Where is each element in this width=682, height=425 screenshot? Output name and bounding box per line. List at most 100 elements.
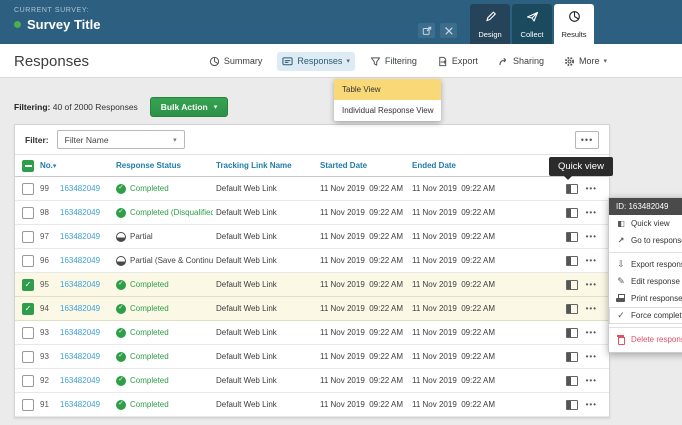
quick-view-icon[interactable]: [565, 279, 578, 290]
context-menu-items: Quick view Go to response Export response …: [609, 215, 682, 348]
quick-view-icon[interactable]: [565, 231, 578, 242]
response-id-link[interactable]: 163482049: [60, 280, 101, 289]
response-id-link[interactable]: 163482049: [60, 256, 101, 265]
response-status-cell: Completed: [113, 375, 213, 386]
dropdown-item-individual-response-view[interactable]: Individual Response View: [342, 106, 434, 115]
response-id-link[interactable]: 163482049: [60, 352, 101, 361]
column-header-tracking-link-name[interactable]: Tracking Link Name: [216, 161, 292, 170]
row-checkbox[interactable]: [22, 398, 34, 411]
nav-label: Responses: [297, 56, 343, 66]
context-menu-item-export-response-a[interactable]: Export response a: [609, 256, 682, 273]
page-title: Responses: [14, 53, 90, 70]
nav-label: Sharing: [512, 56, 544, 66]
gear-icon: [564, 56, 575, 67]
app-header: CURRENT SURVEY: Survey Title Design: [0, 0, 682, 44]
row-actions: •••: [505, 351, 609, 362]
dropdown-item-table-view[interactable]: Table View: [334, 79, 442, 100]
status-icon: [116, 279, 126, 290]
row-checkbox[interactable]: [22, 206, 34, 219]
row-checkbox[interactable]: [22, 182, 34, 195]
ended-date: 11 Nov 2019 09:22 AM: [412, 304, 496, 313]
response-id-link[interactable]: 163482049: [60, 376, 101, 385]
external-link-button[interactable]: [418, 23, 435, 38]
column-header-ended-date[interactable]: Ended Date: [412, 161, 457, 170]
response-id-link[interactable]: 163482049: [60, 184, 101, 193]
context-menu-item-delete-response[interactable]: Delete response: [609, 331, 682, 348]
tab-design[interactable]: Design: [470, 4, 510, 44]
context-menu-item-force-complete[interactable]: Force complete: [609, 307, 682, 324]
nav-label: Filtering: [384, 56, 417, 66]
row-checkbox[interactable]: [22, 230, 34, 243]
nav-item-summary[interactable]: Summary: [204, 52, 268, 71]
quick-view-icon[interactable]: [565, 183, 578, 194]
table-row: 97 163482049 Partial Default Web Link 11…: [15, 225, 609, 249]
response-id-link[interactable]: 163482049: [60, 328, 101, 337]
quick-view-icon[interactable]: [565, 255, 578, 266]
row-number: 93: [40, 328, 49, 337]
context-menu-item-edit-response[interactable]: Edit response: [609, 273, 682, 290]
nav-item-filtering[interactable]: Filtering: [365, 52, 422, 71]
quick-view-tooltip: Quick view: [549, 157, 613, 180]
status-text: Completed (Disqualified): [130, 208, 213, 217]
select-all-checkbox[interactable]: [22, 159, 34, 172]
row-checkbox[interactable]: [22, 374, 34, 387]
chevron-down-icon: ▾: [213, 104, 218, 111]
tab-label: Design: [478, 29, 502, 39]
quick-view-icon[interactable]: [565, 207, 578, 218]
external-link-icon: [615, 237, 627, 245]
filter-name-select[interactable]: Filter Name ▾: [56, 130, 185, 149]
nav-item-responses[interactable]: Responses ▾: [277, 51, 355, 71]
response-id-link[interactable]: 163482049: [60, 208, 101, 217]
table-row: 92 163482049 Completed Default Web Link …: [15, 369, 609, 393]
row-number: 99: [40, 184, 49, 193]
context-menu-item-go-to-response[interactable]: Go to response: [609, 232, 682, 249]
quick-view-icon[interactable]: [565, 327, 578, 338]
tracking-link-name: Default Web Link: [216, 376, 277, 385]
row-checkbox[interactable]: [22, 278, 34, 291]
row-number: 92: [40, 376, 49, 385]
context-menu-item-quick-view[interactable]: Quick view: [609, 215, 682, 232]
tab-results[interactable]: Results: [554, 4, 594, 44]
nav-item-more[interactable]: More ▾: [559, 52, 612, 71]
row-checkbox[interactable]: [22, 326, 34, 339]
pie-chart-icon: [568, 10, 581, 28]
nav-item-sharing[interactable]: Sharing: [493, 52, 549, 71]
quick-view-icon[interactable]: [565, 351, 578, 362]
bulk-action-label: Bulk Action: [160, 102, 208, 112]
column-header-no[interactable]: No.▾: [40, 161, 57, 170]
filtering-label: Filtering:: [14, 102, 51, 112]
sort-caret-icon: ▾: [52, 163, 57, 170]
started-date: 11 Nov 2019 09:22 AM: [320, 328, 404, 337]
response-id-link[interactable]: 163482049: [60, 400, 101, 409]
column-header-started-date[interactable]: Started Date: [320, 161, 368, 170]
table-view-icon: [282, 56, 293, 67]
tab-collect[interactable]: Collect: [512, 4, 552, 44]
quick-view-icon[interactable]: [565, 399, 578, 410]
ended-date: 11 Nov 2019 09:22 AM: [412, 184, 496, 193]
table-filter-row: Filter: Filter Name ▾ •••: [15, 125, 609, 155]
responses-view-dropdown: Table View Individual Response View: [334, 79, 442, 121]
row-checkbox[interactable]: [22, 254, 34, 267]
quick-view-icon[interactable]: [565, 303, 578, 314]
response-id-link[interactable]: 163482049: [60, 232, 101, 241]
menu-bar: Responses Summary Responses ▾ Filtering: [0, 44, 682, 78]
context-menu-item-print-response[interactable]: Print response: [609, 290, 682, 307]
table-options-button[interactable]: •••: [575, 130, 599, 149]
tools-button[interactable]: [440, 23, 457, 38]
survey-status-dot: [14, 21, 21, 28]
quick-view-icon[interactable]: [565, 375, 578, 386]
context-menu-item-label: Export response a: [631, 260, 682, 269]
row-number: 96: [40, 256, 49, 265]
response-id-link[interactable]: 163482049: [60, 304, 101, 313]
quick-view-icon: [615, 220, 627, 228]
ended-date: 11 Nov 2019 09:22 AM: [412, 232, 496, 241]
tracking-link-name: Default Web Link: [216, 184, 277, 193]
bulk-action-button[interactable]: Bulk Action ▾: [149, 97, 229, 117]
response-context-menu: ID: 163482049 Quick view Go to response Ex…: [608, 197, 682, 353]
column-header-response-status[interactable]: Response Status: [116, 161, 181, 170]
context-menu-id-header: ID: 163482049: [609, 198, 682, 215]
row-checkbox[interactable]: [22, 302, 34, 315]
nav-item-export[interactable]: Export: [432, 52, 483, 71]
started-date: 11 Nov 2019 09:22 AM: [320, 352, 404, 361]
row-checkbox[interactable]: [22, 350, 34, 363]
